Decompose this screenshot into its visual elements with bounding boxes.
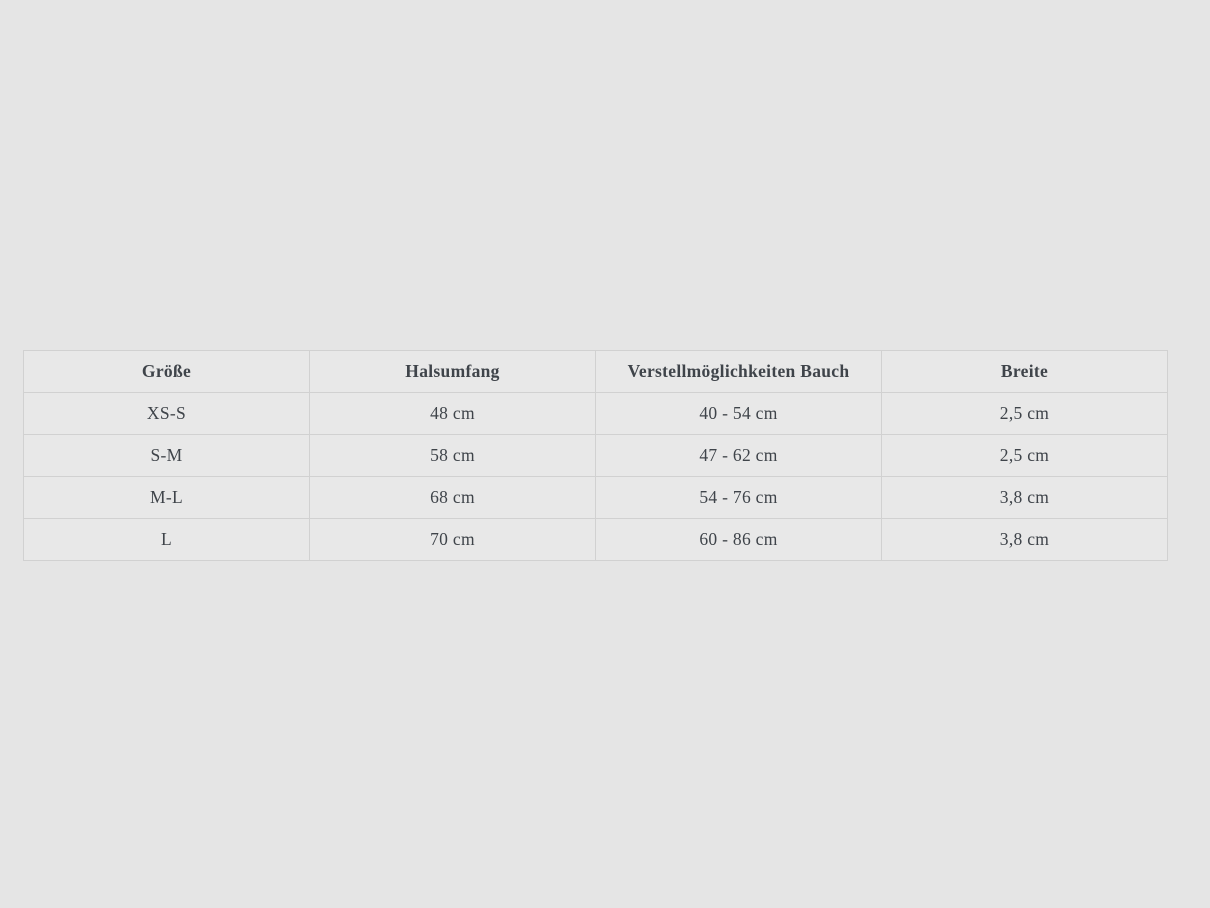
size-table-header-cell-halsumfang: Halsumfang: [309, 350, 596, 393]
size-table-cell-breite: 2,5 cm: [881, 434, 1168, 477]
size-table-header-row: Größe Halsumfang Verstellmöglichkeiten Bau…: [23, 350, 1168, 393]
size-table-row-XS-S: XS-S 48 cm 40 - 54 cm 2,5 cm: [23, 392, 1168, 435]
size-table-cell-halsumfang: 58 cm: [309, 434, 596, 477]
size-table: Größe Halsumfang Verstellmöglichkeiten Bau…: [23, 350, 1168, 561]
size-table-cell-groesse: L: [23, 518, 310, 561]
size-table-cell-verstellmoeglichkeiten_bauch: 47 - 62 cm: [595, 434, 882, 477]
size-table-row-L: L 70 cm 60 - 86 cm 3,8 cm: [23, 518, 1168, 561]
size-table-header: Größe Halsumfang Verstellmöglichkeiten Bau…: [23, 350, 1168, 393]
size-table-header-cell-verstellmoeglichkeiten_bauch: Verstellmöglichkeiten Bauch: [595, 350, 882, 393]
size-table-cell-halsumfang: 48 cm: [309, 392, 596, 435]
size-table-cell-groesse: M-L: [23, 476, 310, 519]
size-table-cell-halsumfang: 70 cm: [309, 518, 596, 561]
size-table-cell-groesse: XS-S: [23, 392, 310, 435]
size-table-cell-groesse: S-M: [23, 434, 310, 477]
size-table-cell-halsumfang: 68 cm: [309, 476, 596, 519]
size-table-cell-breite: 2,5 cm: [881, 392, 1168, 435]
size-table-cell-verstellmoeglichkeiten_bauch: 40 - 54 cm: [595, 392, 882, 435]
size-table-cell-verstellmoeglichkeiten_bauch: 54 - 76 cm: [595, 476, 882, 519]
size-table-body: XS-S 48 cm 40 - 54 cm 2,5 cm S-M 58 cm 47 - 62…: [23, 392, 1168, 561]
size-table-header-cell-breite: Breite: [881, 350, 1168, 393]
size-table-cell-verstellmoeglichkeiten_bauch: 60 - 86 cm: [595, 518, 882, 561]
size-table-row-S-M: S-M 58 cm 47 - 62 cm 2,5 cm: [23, 434, 1168, 477]
size-table-cell-breite: 3,8 cm: [881, 476, 1168, 519]
size-table-header-cell-groesse: Größe: [23, 350, 310, 393]
size-table-cell-breite: 3,8 cm: [881, 518, 1168, 561]
size-table-row-M-L: M-L 68 cm 54 - 76 cm 3,8 cm: [23, 476, 1168, 519]
